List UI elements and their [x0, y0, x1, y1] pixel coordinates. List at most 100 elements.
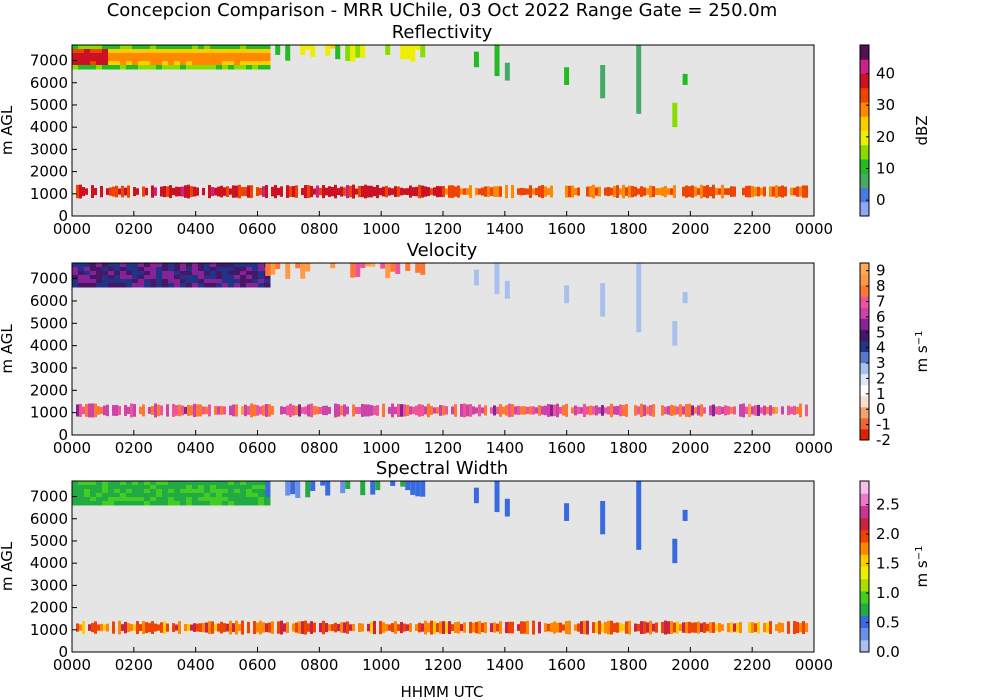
- bright-band-cell: [424, 186, 427, 197]
- bright-band-cell: [562, 624, 565, 631]
- upper-patch: [415, 45, 421, 50]
- colorbar-swatch: [860, 566, 869, 580]
- upper-layer-cell: [168, 485, 175, 490]
- colorbar-label: dBZ: [913, 115, 931, 145]
- upper-layer-cell: [108, 283, 115, 288]
- upper-layer-cell: [162, 279, 169, 284]
- bright-band-cell: [325, 405, 328, 416]
- upper-layer-cell: [222, 61, 229, 66]
- bright-band-cell: [322, 184, 325, 199]
- bright-band-cell: [760, 407, 763, 414]
- bright-band-cell: [211, 621, 214, 634]
- upper-layer-cell: [264, 49, 271, 54]
- upper-layer-cell: [144, 493, 151, 498]
- bright-band-cell: [592, 184, 595, 199]
- fall-streak: [504, 498, 510, 517]
- colorbar-swatch: [860, 493, 869, 506]
- bright-band-cell: [262, 405, 265, 416]
- bright-band-cell: [442, 186, 445, 198]
- upper-layer-cell: [132, 45, 139, 50]
- y-tick-label: 3000: [30, 359, 68, 377]
- upper-layer-cell: [120, 501, 127, 506]
- upper-layer-cell: [162, 57, 169, 62]
- bright-band-cell: [382, 403, 385, 418]
- bright-band-cell: [655, 188, 658, 196]
- upper-layer-cell: [90, 275, 97, 280]
- upper-layer-cell: [108, 65, 115, 70]
- upper-layer-cell: [222, 267, 229, 272]
- x-tick-label: 0200: [115, 656, 153, 674]
- bright-band-cell: [574, 624, 577, 631]
- upper-layer-cell: [114, 65, 121, 70]
- bright-band-cell: [235, 620, 238, 635]
- upper-layer-cell: [132, 65, 139, 70]
- bright-band-cell: [124, 621, 127, 634]
- upper-layer-cell: [150, 279, 157, 284]
- upper-layer-cell: [138, 497, 145, 502]
- upper-layer-cell: [204, 49, 211, 54]
- x-tick-label: 1200: [424, 656, 462, 674]
- bright-band-cell: [784, 186, 787, 197]
- upper-layer-cell: [234, 489, 241, 494]
- bright-band-cell: [172, 623, 175, 633]
- upper-layer-cell: [180, 279, 187, 284]
- bright-band-cell: [472, 622, 475, 633]
- upper-layer-cell: [150, 275, 157, 280]
- colorbar-swatch: [860, 384, 869, 397]
- upper-layer-cell: [150, 283, 157, 288]
- y-tick-label: 0: [58, 426, 68, 444]
- upper-layer-cell: [102, 279, 109, 284]
- bright-band-cell: [580, 621, 583, 634]
- bright-band-cell: [118, 405, 121, 416]
- bright-band-cell: [304, 620, 307, 635]
- bright-band-cell: [124, 187, 127, 196]
- bright-band-cell: [805, 404, 808, 417]
- bright-band-cell: [187, 624, 190, 632]
- bright-band-cell: [367, 404, 370, 417]
- bright-band-cell: [316, 185, 319, 198]
- bright-band-cell: [223, 623, 226, 632]
- upper-patch: [380, 263, 386, 269]
- bright-band-cell: [673, 622, 676, 633]
- upper-layer-cell: [222, 493, 229, 498]
- bright-band-cell: [484, 405, 487, 416]
- upper-layer-cell: [198, 61, 205, 66]
- bright-band-cell: [370, 405, 373, 416]
- upper-layer-cell: [174, 263, 181, 268]
- upper-layer-cell: [228, 263, 235, 268]
- bright-band-cell: [667, 406, 670, 415]
- colorbar-swatch: [860, 296, 869, 308]
- bright-band-cell: [625, 187, 628, 196]
- upper-layer-cell: [132, 497, 139, 502]
- bright-band-cell: [496, 406, 499, 415]
- upper-layer-cell: [72, 45, 79, 50]
- bright-band-cell: [598, 407, 601, 414]
- bright-band-cell: [703, 186, 706, 198]
- bright-band-cell: [580, 407, 583, 414]
- upper-patch: [390, 481, 396, 486]
- colorbar-tick-label: 1.0: [876, 584, 900, 602]
- bright-band-cell: [250, 403, 253, 418]
- upper-layer-cell: [234, 497, 241, 502]
- upper-layer-cell: [198, 271, 205, 276]
- upper-layer-cell: [186, 61, 193, 66]
- bright-band-cell: [247, 185, 250, 198]
- upper-layer-cell: [126, 275, 133, 280]
- upper-layer-cell: [144, 53, 151, 58]
- upper-patch: [305, 481, 311, 498]
- upper-patch: [410, 481, 416, 495]
- bright-band-cell: [109, 187, 112, 196]
- upper-layer-cell: [120, 57, 127, 62]
- upper-layer-cell: [78, 481, 85, 486]
- upper-layer-cell: [210, 267, 217, 272]
- upper-layer-cell: [240, 283, 247, 288]
- bright-band-cell: [724, 188, 727, 195]
- upper-layer-cell: [102, 489, 109, 494]
- upper-layer-cell: [162, 497, 169, 502]
- bright-band-cell: [613, 623, 616, 633]
- bright-band-cell: [439, 405, 442, 416]
- bright-band-cell: [223, 187, 226, 196]
- upper-layer-cell: [108, 271, 115, 276]
- upper-layer-cell: [84, 283, 91, 288]
- upper-layer-cell: [144, 497, 151, 502]
